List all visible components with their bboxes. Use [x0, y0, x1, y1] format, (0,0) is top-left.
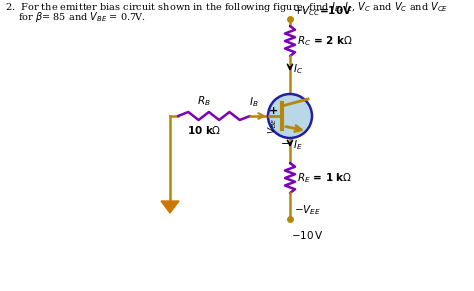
Text: $-$: $-$: [280, 137, 290, 147]
Text: $R_E$ = 1 k$\Omega$: $R_E$ = 1 k$\Omega$: [297, 171, 352, 185]
Text: 2.  For the emitter bias circuit shown in the following figure, find $I_E$, $I_c: 2. For the emitter bias circuit shown in…: [5, 0, 448, 14]
Text: $+V_{CC}$=10V: $+V_{CC}$=10V: [293, 4, 352, 18]
Text: $I_B$: $I_B$: [249, 95, 259, 109]
Text: +: +: [269, 106, 278, 116]
Polygon shape: [161, 201, 179, 213]
Text: $R_B$: $R_B$: [197, 94, 211, 108]
Text: $V_{BE}$: $V_{BE}$: [267, 118, 279, 134]
Text: 10 k$\Omega$: 10 k$\Omega$: [187, 124, 221, 136]
Text: for $\beta$= 85 and $V_{BE}$ = 0.7V.: for $\beta$= 85 and $V_{BE}$ = 0.7V.: [18, 10, 146, 24]
Text: $I_E$: $I_E$: [293, 138, 302, 152]
Text: $I_C$: $I_C$: [293, 62, 303, 76]
Text: $-10\,\mathrm{V}$: $-10\,\mathrm{V}$: [291, 229, 324, 241]
Circle shape: [268, 94, 312, 138]
Text: $R_C$ = 2 k$\Omega$: $R_C$ = 2 k$\Omega$: [297, 34, 353, 48]
Text: $-V_{EE}$: $-V_{EE}$: [294, 203, 321, 217]
